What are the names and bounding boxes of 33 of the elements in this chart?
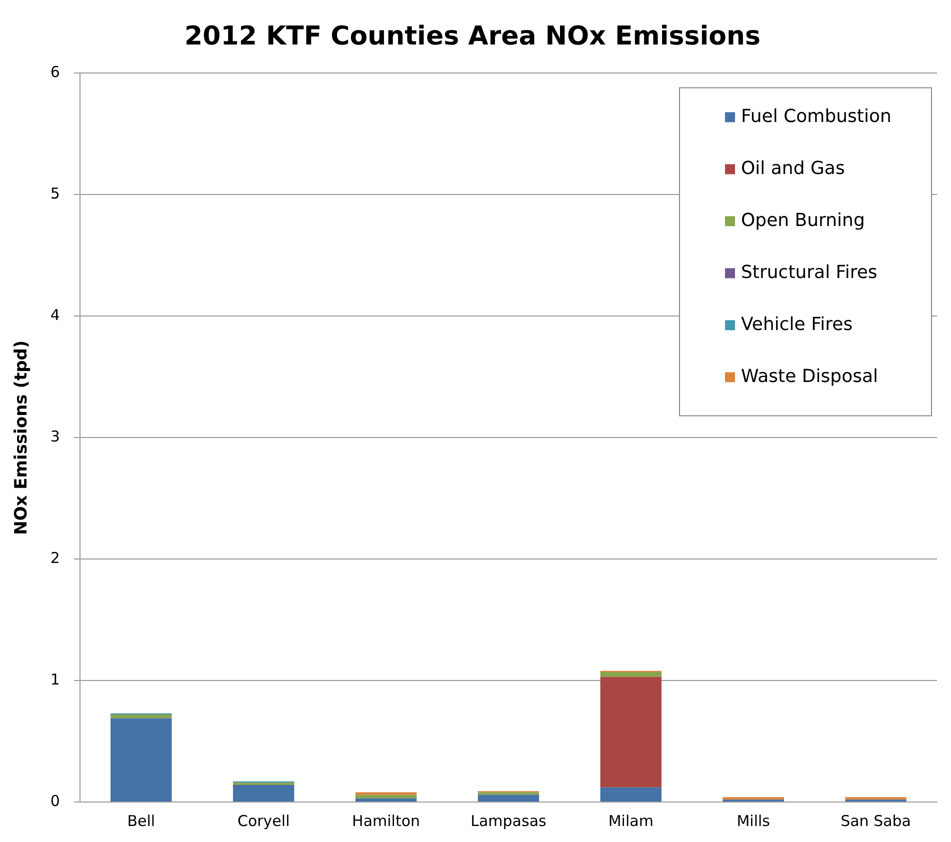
legend-label: Fuel Combustion <box>741 106 892 127</box>
y-tick-label: 5 <box>50 184 60 203</box>
y-tick-label: 0 <box>50 792 60 810</box>
bar <box>355 798 417 802</box>
y-tick-label: 1 <box>50 670 60 688</box>
legend-label: Structural Fires <box>741 262 878 283</box>
legend-label: Vehicle Fires <box>741 314 853 335</box>
bar <box>600 787 662 802</box>
x-tick-label: Bell <box>127 812 156 830</box>
x-tick-label: San Saba <box>840 812 911 830</box>
chart-title: 2012 KTF Counties Area NOx Emissions <box>184 21 760 52</box>
legend-label: Open Burning <box>741 210 865 231</box>
legend-label: Oil and Gas <box>741 158 845 179</box>
x-tick-label: Lampasas <box>470 812 546 830</box>
x-tick-label: Coryell <box>237 812 290 830</box>
y-tick-label: 2 <box>50 548 60 567</box>
y-tick-label: 4 <box>50 306 60 324</box>
bar <box>232 784 294 802</box>
bar <box>478 794 540 802</box>
y-axis-title: NOx Emissions (tpd) <box>12 340 32 535</box>
bar <box>110 714 172 718</box>
bar <box>600 672 662 677</box>
x-tick-label: Mills <box>736 812 770 830</box>
y-tick-label: 3 <box>50 427 60 446</box>
x-tick-label: Milam <box>608 812 654 830</box>
legend-label: Waste Disposal <box>741 366 878 387</box>
bar <box>845 797 906 800</box>
x-tick-label: Hamilton <box>352 812 420 830</box>
y-tick-label: 6 <box>50 63 60 82</box>
bar <box>110 718 172 802</box>
bar <box>600 676 662 788</box>
bar <box>722 797 784 800</box>
bar <box>355 794 417 798</box>
